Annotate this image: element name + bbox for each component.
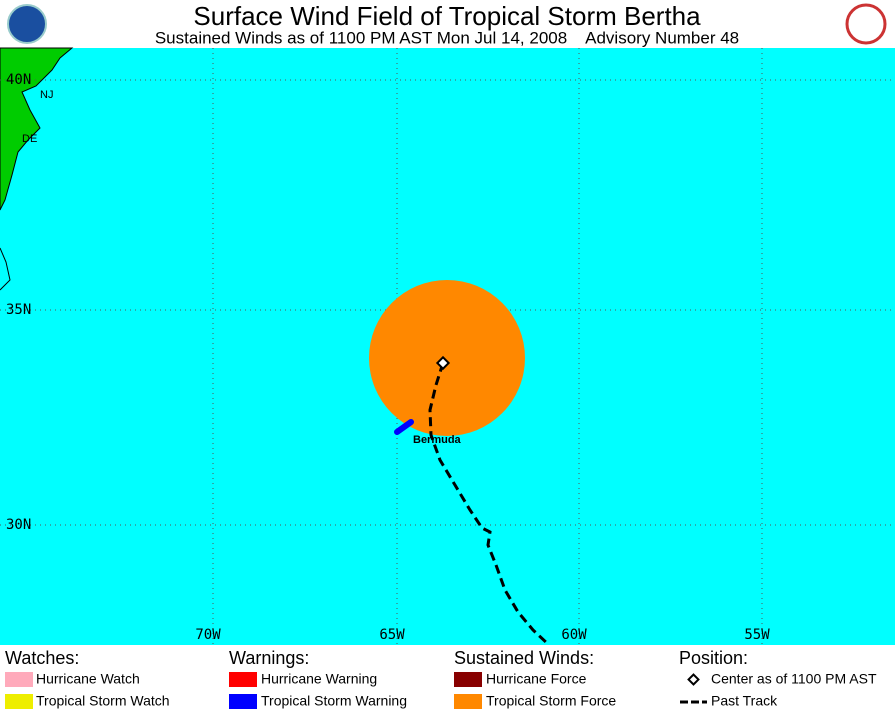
legend: Watches: Hurricane Watch Tropical Storm … bbox=[5, 648, 877, 709]
legend-item: Tropical Storm Watch bbox=[36, 693, 170, 709]
storm-center bbox=[435, 355, 451, 371]
legend-heading: Sustained Winds: bbox=[454, 648, 594, 668]
swatch bbox=[454, 672, 482, 687]
graticule bbox=[0, 48, 895, 645]
noaa-logo bbox=[7, 4, 47, 44]
lat-label: 40N bbox=[6, 72, 31, 88]
past-track bbox=[428, 362, 551, 647]
legend-item: Hurricane Watch bbox=[36, 671, 140, 687]
legend-heading: Warnings: bbox=[229, 648, 309, 668]
legend-item: Hurricane Force bbox=[486, 671, 587, 687]
legend-item: Past Track bbox=[711, 693, 778, 709]
lon-label: 60W bbox=[561, 627, 587, 643]
title: Surface Wind Field of Tropical Storm Ber… bbox=[193, 1, 701, 31]
nws-logo bbox=[845, 3, 887, 45]
lat-label: 35N bbox=[6, 302, 31, 318]
state-label: DE bbox=[22, 133, 37, 145]
legend-item: Tropical Storm Force bbox=[486, 693, 616, 709]
swatch bbox=[5, 694, 33, 709]
swatch bbox=[454, 694, 482, 709]
lon-label: 55W bbox=[744, 627, 770, 643]
place-label: Bermuda bbox=[413, 434, 462, 446]
center-symbol bbox=[687, 673, 700, 686]
legend-item: Hurricane Warning bbox=[261, 671, 377, 687]
swatch bbox=[229, 694, 257, 709]
lat-label: 30N bbox=[6, 517, 31, 533]
tropical-storm-warning bbox=[394, 419, 414, 435]
tropical-storm-force-wind-field bbox=[369, 280, 525, 436]
state-label: NJ bbox=[40, 89, 53, 101]
swatch bbox=[229, 672, 257, 687]
coastline bbox=[0, 247, 11, 291]
subtitle: Sustained Winds as of 1100 PM AST Mon Ju… bbox=[155, 28, 739, 47]
legend-item: Tropical Storm Warning bbox=[261, 693, 407, 709]
legend-heading: Position: bbox=[679, 648, 748, 668]
lon-label: 70W bbox=[195, 627, 221, 643]
legend-heading: Watches: bbox=[5, 648, 79, 668]
legend-item: Center as of 1100 PM AST bbox=[711, 671, 877, 687]
swatch bbox=[5, 672, 33, 687]
land bbox=[0, 47, 74, 211]
lon-label: 65W bbox=[379, 627, 405, 643]
